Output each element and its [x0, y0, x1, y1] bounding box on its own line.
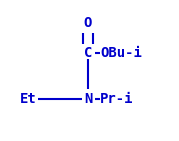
Text: C: C — [84, 46, 92, 60]
Text: O: O — [84, 16, 92, 30]
Text: Et: Et — [20, 92, 36, 106]
Text: OBu-i: OBu-i — [100, 46, 142, 60]
Text: N: N — [84, 92, 92, 106]
Text: Pr-i: Pr-i — [100, 92, 134, 106]
